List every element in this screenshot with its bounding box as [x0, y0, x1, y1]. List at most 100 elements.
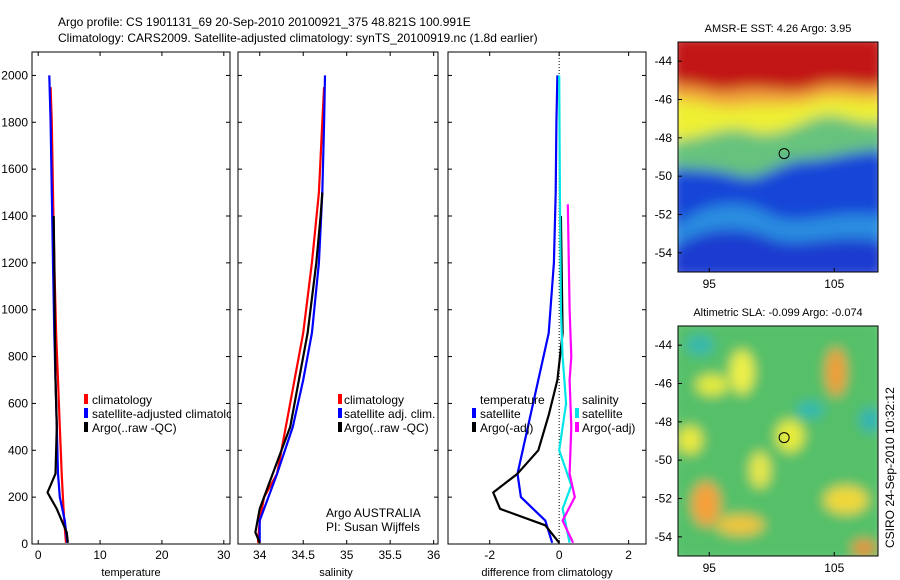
temperature-ticks: 0 10 20 30 0 200 400 600 800 1000 1200 1400 1600 1800… [1, 52, 231, 562]
map-x-tick-label: 105 [824, 277, 844, 291]
x-tick-label: 35.5 [378, 548, 402, 562]
sla-blob [776, 420, 804, 452]
sla-blob [686, 335, 714, 355]
map-y-tick-label: -46 [655, 93, 673, 107]
y-tick-label: 2000 [1, 68, 28, 82]
sla-heatmap [678, 326, 878, 556]
legend-label-sal-argo: Argo(-adj) [582, 421, 635, 435]
legend-label-argo: Argo(..raw -QC) [344, 421, 429, 435]
x-tick-label: 20 [155, 548, 169, 562]
salinity-xlabel: salinity [319, 567, 353, 579]
sla-map-panel: Altimetric SLA: -0.099 Argo: -0.074 [655, 307, 879, 575]
x-tick-label: 30 [217, 548, 231, 562]
sla-blob [826, 348, 846, 396]
annotation-argo-australia: Argo AUSTRALIA [326, 506, 421, 520]
series-line-climatology [256, 87, 326, 543]
legend-heading-salinity: salinity [582, 393, 619, 407]
legend-swatch-argo [338, 422, 342, 432]
difference-axes-frame [447, 51, 647, 545]
map-y-tick-label: -50 [655, 169, 673, 183]
map-y-tick-label: -44 [655, 54, 673, 68]
x-tick-label: 35 [340, 548, 354, 562]
x-tick-label: 34 [253, 548, 267, 562]
sla-blob [750, 452, 770, 488]
sla-blob [696, 375, 728, 395]
sst-argo-location-marker [778, 148, 790, 160]
legend-swatch-temp-satellite [472, 408, 476, 418]
difference-xlabel: difference from climatology [481, 567, 613, 579]
legend-heading-temperature: temperature [480, 393, 545, 407]
sst-field-light-blue [678, 204, 878, 245]
series-line-temperature-argo-adj [492, 215, 564, 544]
y-tick-label: 200 [8, 490, 28, 504]
sst-map-title: AMSR-E SST: 4.26 Argo: 3.95 [705, 23, 852, 35]
y-tick-label: 1200 [1, 256, 28, 270]
map-x-tick-label: 105 [824, 561, 844, 575]
legend-label-sal-satellite: satellite [582, 407, 623, 421]
header-line-2: Climatology: CARS2009. Satellite-adjuste… [58, 31, 538, 45]
legend-swatch-argo [84, 422, 88, 432]
map-y-tick-label: -44 [655, 338, 673, 352]
x-tick-label: 0 [556, 548, 563, 562]
temperature-legend: climatology satellite-adjusted climatolo… [84, 393, 245, 435]
sla-map-ticks: 95 105 -44 -46 -48 -50 -52 -54 [655, 338, 845, 575]
legend-swatch-sal-argo [575, 422, 579, 432]
header-line-1: Argo profile: CS 1901131_69 20-Sep-2010 … [58, 15, 471, 29]
y-tick-label: 1400 [1, 209, 28, 223]
x-tick-label: 36 [427, 548, 441, 562]
x-tick-label: 34.5 [292, 548, 316, 562]
map-y-tick-label: -46 [655, 377, 673, 391]
y-tick-label: 0 [21, 537, 28, 551]
map-y-tick-label: -52 [655, 208, 673, 222]
map-x-tick-label: 95 [703, 561, 717, 575]
map-x-tick-label: 95 [703, 277, 717, 291]
map-y-tick-label: -48 [655, 415, 673, 429]
sla-blob [678, 426, 702, 454]
y-tick-label: 600 [8, 396, 28, 410]
sla-blob [824, 486, 868, 514]
sst-map-frame [677, 41, 879, 273]
y-tick-label: 800 [8, 350, 28, 364]
sst-field-red [678, 42, 878, 91]
annotation-pi: PI: Susan Wijffels [326, 520, 420, 534]
sla-blob [716, 515, 764, 535]
series-line-satellite-adj-clim [258, 75, 327, 543]
series-line-salinity-satellite [558, 75, 573, 544]
map-y-tick-label: -52 [655, 492, 673, 506]
temperature-axes-frame [31, 51, 231, 545]
legend-label-satellite-adjusted: satellite-adjusted climatology [92, 407, 245, 421]
y-tick-label: 1600 [1, 162, 28, 176]
temperature-panel: 0 10 20 30 0 200 400 600 800 1000 1200 1400 1600 1800… [1, 51, 245, 579]
salinity-ticks: 34 34.5 35 35.5 36 [238, 52, 441, 562]
difference-ticks: -2 0 2 [448, 52, 646, 562]
legend-label-climatology: climatology [344, 393, 404, 407]
sla-blob [730, 350, 754, 394]
x-tick-label: 2 [625, 548, 632, 562]
salinity-panel: 34 34.5 35 35.5 36 salinity climatology sate… [237, 51, 441, 579]
temperature-lines [46, 75, 69, 543]
temperature-xlabel: temperature [101, 567, 160, 579]
salinity-legend: climatology satellite adj. clim. Argo(..… [338, 393, 435, 435]
legend-label-climatology: climatology [92, 393, 152, 407]
legend-label-argo: Argo(..raw -QC) [92, 421, 177, 435]
series-line-salinity-argo-adj [561, 204, 576, 544]
y-tick-label: 1800 [1, 115, 28, 129]
legend-label-temp-argo: Argo(-adj) [480, 421, 533, 435]
side-label: CSIRO 24-Sep-2010 10:32:12 [883, 387, 897, 548]
salinity-lines [254, 75, 327, 544]
series-line-temperature-satellite [516, 75, 559, 544]
legend-swatch-satellite-adj [338, 408, 342, 418]
series-line-argo-raw-qc [46, 215, 69, 543]
legend-label-temp-satellite: satellite [480, 407, 521, 421]
sla-blob [852, 540, 876, 556]
sla-blob [692, 482, 720, 526]
legend-swatch-temp-argo [472, 422, 476, 432]
map-y-tick-label: -50 [655, 453, 673, 467]
sla-blob [796, 402, 824, 418]
series-line-climatology [49, 87, 68, 543]
x-tick-label: -2 [484, 548, 495, 562]
sst-heatmap [678, 42, 878, 272]
sla-map-frame [677, 325, 879, 557]
difference-legend: temperature satellite Argo(-adj) salinit… [472, 393, 635, 435]
